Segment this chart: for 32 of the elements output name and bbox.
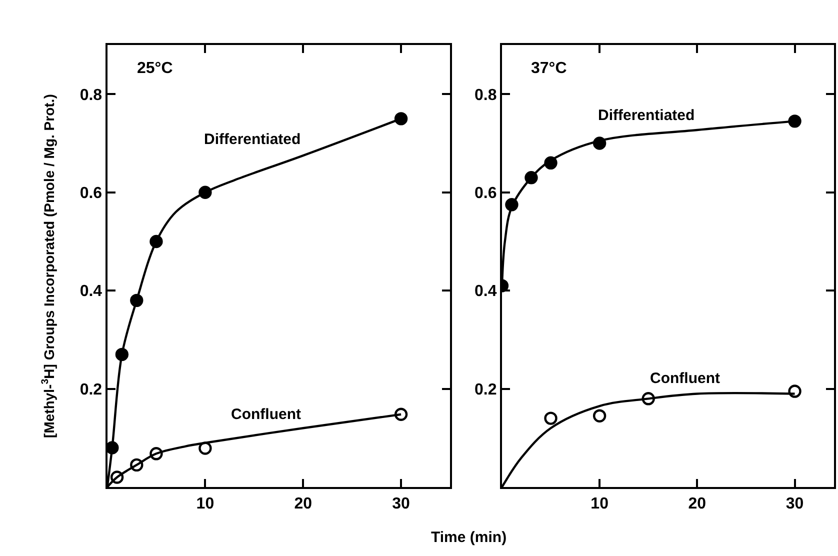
x-tick-label: 30 bbox=[392, 495, 410, 512]
y-tick-label: 0.8 bbox=[80, 86, 102, 104]
text: Confluent bbox=[231, 406, 301, 423]
point bbox=[150, 447, 163, 460]
point bbox=[788, 384, 802, 398]
x-tick-label: 20 bbox=[688, 495, 706, 512]
y-tick-label: 0.2 bbox=[474, 381, 497, 398]
point bbox=[110, 470, 124, 484]
point bbox=[788, 114, 802, 128]
text: Differentiated bbox=[204, 131, 301, 148]
x-tick-label: 10 bbox=[590, 495, 609, 512]
point bbox=[130, 458, 144, 472]
x-tick-label: 30 bbox=[786, 495, 804, 512]
y-tick-label: 0.6 bbox=[474, 184, 497, 202]
y-tick-label: 0.8 bbox=[474, 86, 497, 104]
x-tick-label: 10 bbox=[196, 495, 214, 512]
text: 25°C bbox=[137, 60, 174, 77]
series-label: Confluent bbox=[650, 370, 720, 387]
point bbox=[198, 442, 212, 455]
text: 37°C bbox=[531, 60, 568, 77]
y-tick-label: 0.6 bbox=[80, 184, 102, 202]
x-axis-title: Time (min) bbox=[431, 529, 507, 546]
y-tick-label: 0.2 bbox=[80, 381, 102, 398]
y-tick-label: 0.4 bbox=[474, 283, 497, 300]
point bbox=[394, 408, 408, 421]
point bbox=[544, 412, 558, 425]
x-tick-label: 20 bbox=[294, 495, 312, 512]
series-label: Differentiated bbox=[598, 107, 695, 124]
point bbox=[592, 409, 606, 422]
point bbox=[394, 112, 408, 126]
point bbox=[642, 392, 655, 406]
y-tick-label: 0.4 bbox=[80, 283, 102, 300]
